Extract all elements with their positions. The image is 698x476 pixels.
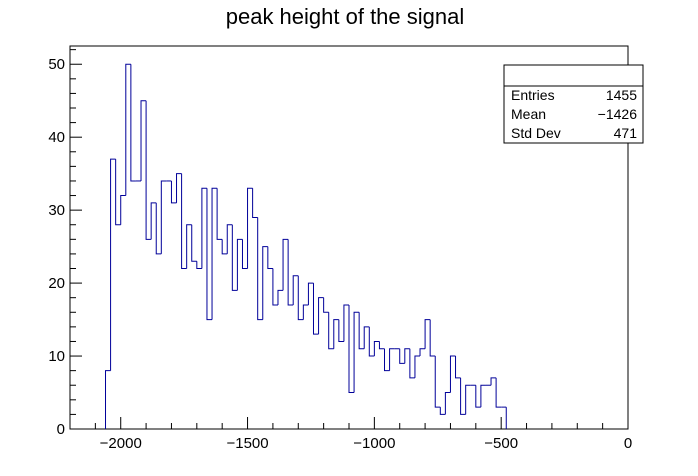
histogram-bin — [181, 173, 187, 270]
histogram-bin — [318, 297, 324, 335]
histogram-bin — [424, 319, 431, 349]
histogram-bin — [277, 289, 284, 305]
stats-entries-label: Entries — [511, 87, 555, 103]
histogram-bin — [125, 63, 131, 196]
histogram-bin — [226, 224, 233, 254]
stats-box-frame — [503, 64, 644, 144]
histogram-bin — [409, 348, 415, 379]
x-tick-label: −1500 — [226, 435, 268, 452]
histogram-bin — [434, 356, 441, 408]
histogram-bin — [221, 239, 228, 255]
histogram-bin — [292, 275, 299, 305]
x-tick-label: −1000 — [353, 435, 395, 452]
histogram-bin — [115, 159, 121, 226]
histogram-bin — [252, 188, 258, 218]
histogram-bin — [105, 370, 111, 429]
histogram-bin — [267, 246, 273, 270]
histogram-bin — [368, 326, 375, 357]
stats-std-label: Std Dev — [511, 125, 561, 141]
histogram-bin — [363, 326, 370, 349]
x-axis: −2000 −1500 −1000 −500 0 — [69, 417, 632, 452]
histogram-bin — [449, 355, 456, 393]
histogram-bin — [333, 319, 339, 349]
histogram-bin — [490, 377, 497, 386]
histogram-bin — [323, 297, 329, 313]
y-tick-label: 10 — [48, 348, 65, 365]
x-tick-label: 0 — [624, 435, 632, 452]
histogram-bin — [196, 261, 202, 270]
histogram-bin — [272, 268, 278, 306]
x-tick-label: −2000 — [100, 435, 142, 452]
histogram-bin — [404, 348, 410, 364]
histogram-bin — [429, 319, 436, 357]
histogram-bin — [287, 239, 294, 306]
histogram-bin — [186, 224, 192, 269]
histogram-bin — [343, 304, 349, 342]
stats-std-value: 471 — [614, 125, 638, 141]
y-tick-label: 30 — [48, 202, 65, 219]
histogram-bin — [155, 202, 162, 255]
x-tick-label: −500 — [484, 435, 518, 452]
histogram-bin — [460, 377, 466, 415]
histogram-bin — [338, 319, 344, 342]
histogram-bin — [201, 187, 207, 269]
histogram-bin — [439, 407, 446, 415]
histogram-bars — [105, 63, 507, 429]
histogram-bin — [236, 238, 243, 291]
histogram-bin — [110, 158, 116, 371]
chart-title: peak height of the signal — [226, 4, 465, 29]
histogram-bin — [384, 348, 390, 372]
histogram-bin — [176, 173, 182, 203]
histogram-bin — [206, 188, 213, 321]
histogram-bin — [465, 384, 471, 415]
histogram-bin — [297, 275, 304, 321]
histogram-bin — [257, 217, 263, 321]
histogram-bin — [475, 385, 481, 408]
histogram-bin — [353, 311, 360, 393]
histogram-bin — [495, 377, 502, 408]
histogram-bin — [399, 348, 405, 364]
histogram-bin — [145, 100, 152, 240]
histogram-bin — [373, 340, 380, 357]
histogram-bin — [211, 187, 218, 320]
histogram-bin — [170, 180, 177, 204]
histogram-bin — [231, 224, 238, 291]
histogram-bin — [444, 392, 451, 415]
histogram-bin — [307, 282, 314, 305]
histogram-bin — [414, 355, 421, 378]
histogram-bin — [150, 202, 157, 240]
stats-mean-label: Mean — [511, 106, 546, 122]
histogram-bin — [328, 312, 334, 350]
histogram-bin — [241, 239, 248, 270]
histogram-bin — [191, 224, 197, 262]
histogram-bin — [419, 348, 426, 357]
y-tick-label: 0 — [57, 421, 65, 438]
histogram-bin — [378, 341, 385, 350]
stats-entries-value: 1455 — [606, 87, 637, 103]
stats-box: Entries 1455 Mean −1426 Std Dev 471 — [503, 64, 644, 144]
histogram-bin — [282, 238, 289, 291]
y-axis: 0 10 20 30 40 50 — [48, 49, 82, 438]
histogram-bin — [302, 304, 309, 320]
histogram-bin — [216, 188, 223, 240]
histogram-bin — [455, 356, 461, 379]
histogram-bin — [120, 195, 126, 225]
stats-mean-value: −1426 — [598, 106, 638, 122]
histogram-bin — [247, 187, 253, 269]
histogram-bin — [262, 246, 268, 320]
histogram-bin — [480, 384, 486, 408]
histogram-bin — [348, 304, 355, 394]
histogram-bin — [312, 283, 319, 335]
y-tick-label: 20 — [48, 275, 65, 292]
histogram-bin — [160, 180, 167, 254]
y-tick-label: 40 — [48, 129, 65, 146]
histogram-bin — [130, 64, 136, 182]
histogram-bin — [140, 100, 147, 181]
y-tick-label: 50 — [48, 56, 65, 73]
histogram-bin — [358, 312, 365, 350]
histogram-bin — [389, 348, 395, 371]
